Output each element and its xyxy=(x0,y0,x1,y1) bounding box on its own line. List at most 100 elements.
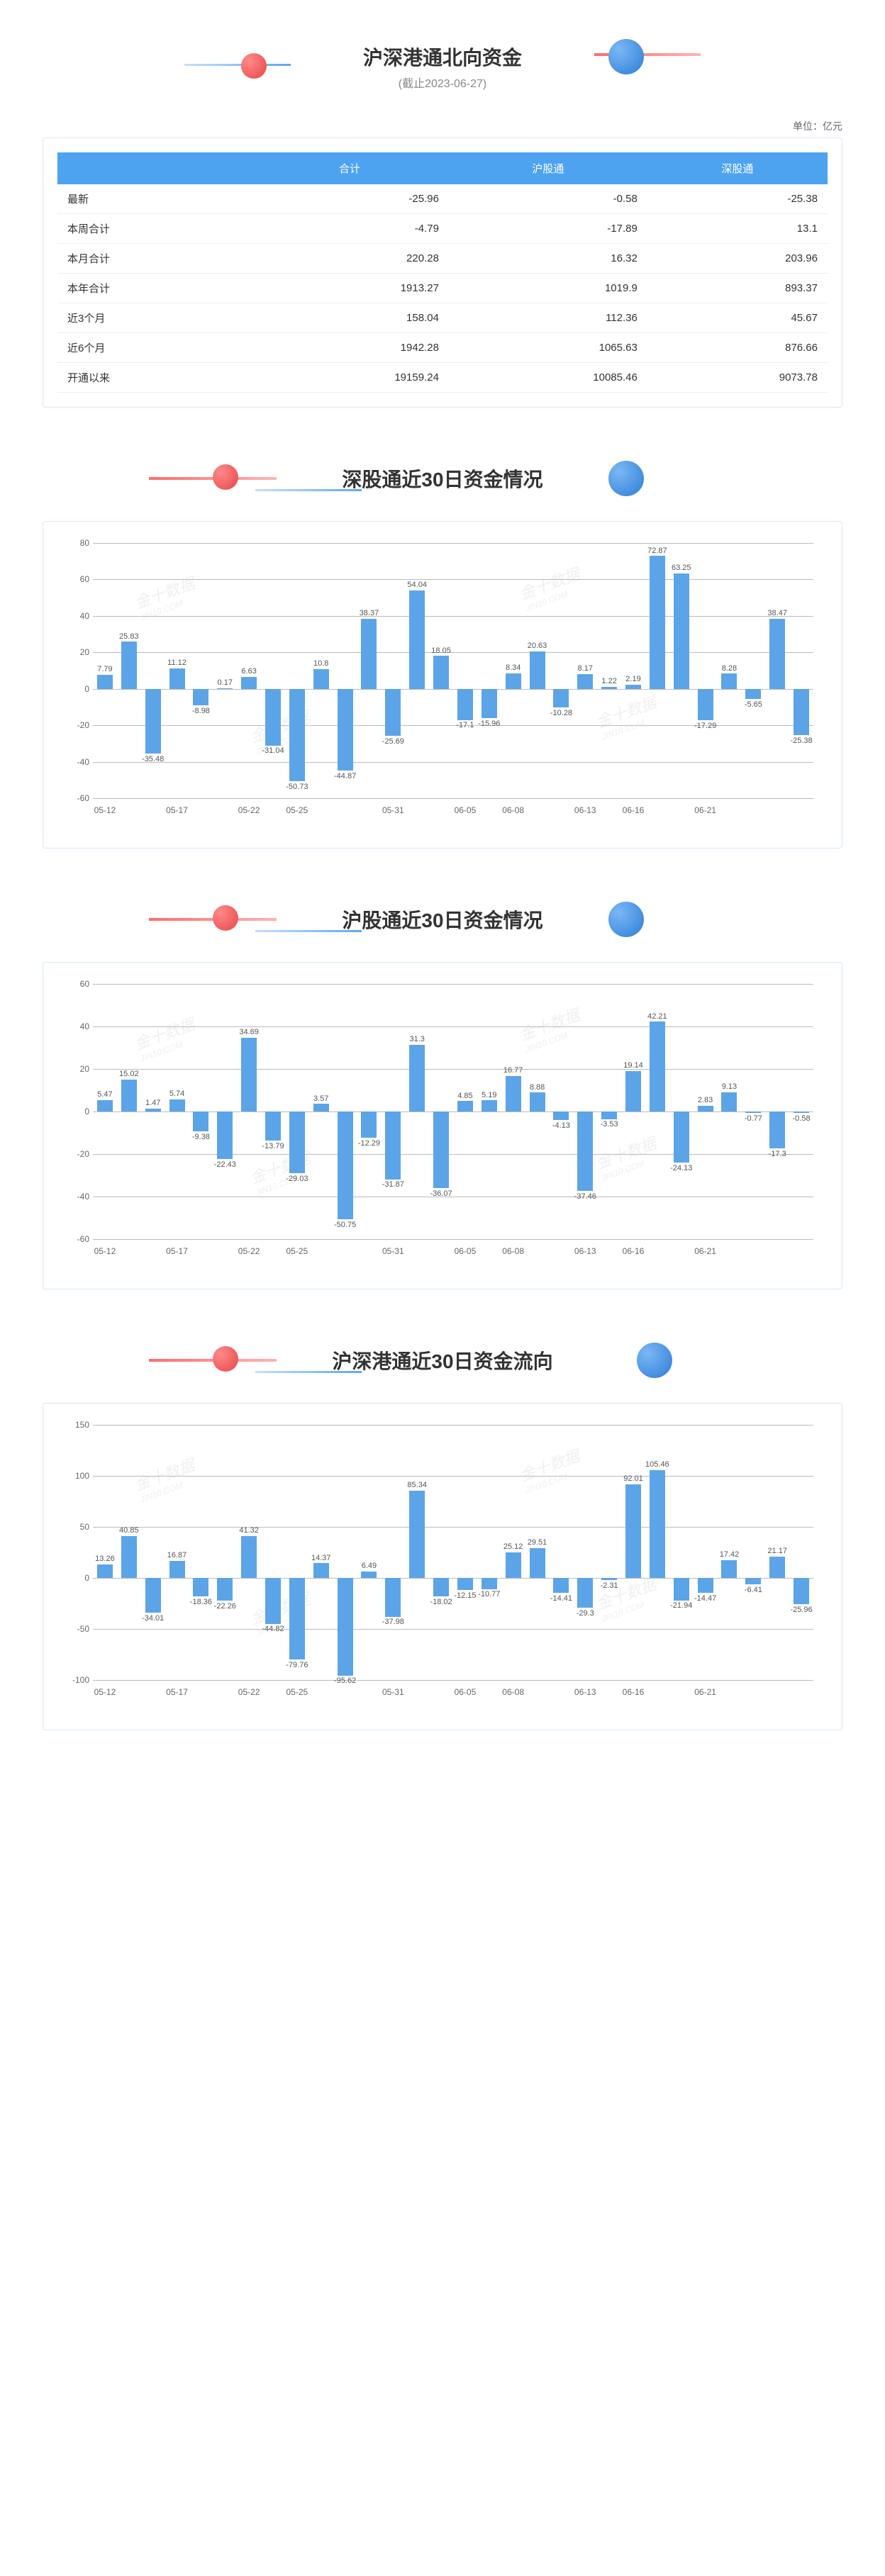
table-cell: 19159.24 xyxy=(250,363,449,393)
bar-value-label: 92.01 xyxy=(623,1474,643,1483)
bar-value-label: 34.69 xyxy=(239,1028,259,1036)
bar-value-label: -0.77 xyxy=(745,1114,762,1123)
bar-value-label: 63.25 xyxy=(672,564,691,572)
table-cell: 1942.28 xyxy=(250,333,449,363)
chart-bar xyxy=(769,1111,785,1148)
chart-bar xyxy=(313,1104,329,1111)
chart-bar xyxy=(601,1578,617,1580)
bar-value-label: 2.19 xyxy=(625,675,640,683)
bar-value-label: -79.76 xyxy=(286,1661,308,1669)
bar-value-label: -25.96 xyxy=(790,1606,812,1614)
bar-value-label: 17.42 xyxy=(720,1550,740,1559)
bar-value-label: 18.05 xyxy=(431,646,451,655)
x-axis-label: 05-25 xyxy=(286,805,308,815)
table-body: 最新-25.96-0.58-25.38本周合计-4.79-17.8913.1本月… xyxy=(57,184,828,393)
table-cell: 近6个月 xyxy=(57,333,250,363)
x-axis-label: 06-05 xyxy=(455,805,477,815)
chart-bar xyxy=(313,669,329,689)
bar-value-label: -14.41 xyxy=(550,1594,572,1603)
table-head: 合计沪股通深股通 xyxy=(57,152,828,184)
chart-bar xyxy=(97,1100,113,1111)
bar-value-label: -35.48 xyxy=(142,755,164,763)
table-cell: 9073.78 xyxy=(647,363,828,393)
x-axis-label: 05-17 xyxy=(166,1687,188,1697)
chart-bar xyxy=(169,1099,185,1111)
chart-bar xyxy=(457,1578,473,1590)
x-axis-label: 06-16 xyxy=(623,1687,645,1697)
chart-bar xyxy=(409,1491,425,1578)
x-axis-label: 05-12 xyxy=(94,1246,116,1256)
x-axis-label: 05-25 xyxy=(286,1246,308,1256)
deco-circle-blue xyxy=(608,39,644,74)
bar-value-label: 16.77 xyxy=(503,1066,523,1075)
chart-bar xyxy=(433,1111,449,1188)
sz-30d-chart: 金十数据JIN10.COM金十数据JIN10.COM金十数据JIN10.COM金… xyxy=(57,536,828,834)
deco-circle-red xyxy=(213,905,238,931)
chart-bar xyxy=(530,1092,545,1111)
chart-bar xyxy=(457,1101,473,1111)
sz-30d-section: 深股通近30日资金情况 金十数据JIN10.COM金十数据JIN10.COM金十… xyxy=(43,450,842,849)
table-cell: 220.28 xyxy=(250,244,449,274)
deco-circle-red xyxy=(213,1346,238,1372)
y-axis-label: 20 xyxy=(61,647,89,657)
bar-value-label: 40.85 xyxy=(119,1526,139,1535)
y-axis-label: -100 xyxy=(61,1675,89,1685)
chart-bar xyxy=(650,1021,665,1111)
bar-value-label: 42.21 xyxy=(647,1012,667,1021)
table-cell: -17.89 xyxy=(449,214,647,244)
bar-value-label: -10.77 xyxy=(478,1590,500,1598)
bar-value-label: 41.32 xyxy=(239,1526,259,1535)
table-header-cell: 沪股通 xyxy=(449,152,647,184)
bar-value-label: -0.58 xyxy=(793,1114,811,1123)
x-axis-label: 06-08 xyxy=(502,805,524,815)
bar-value-label: -50.73 xyxy=(286,783,308,791)
bar-value-label: -5.65 xyxy=(745,700,762,709)
x-axis-label: 06-21 xyxy=(694,805,716,815)
chart-bar xyxy=(409,1045,425,1111)
chart-bar xyxy=(121,1536,137,1578)
bar-value-label: -15.96 xyxy=(478,719,500,728)
table-cell: 112.36 xyxy=(449,303,647,333)
table-row: 本年合计1913.271019.9893.37 xyxy=(57,274,828,303)
chart-bar xyxy=(674,573,689,689)
table-cell: 158.04 xyxy=(250,303,449,333)
chart-bar xyxy=(338,1578,353,1676)
bar-value-label: 8.88 xyxy=(530,1083,545,1092)
bar-value-label: -13.79 xyxy=(262,1142,284,1150)
chart-bar xyxy=(625,685,641,689)
chart-bar xyxy=(674,1111,689,1163)
bars-layer: 5.4715.021.475.74-9.38-22.4334.69-13.79-… xyxy=(93,984,813,1239)
bar-value-label: -4.13 xyxy=(552,1121,570,1130)
chart-bar xyxy=(313,1563,329,1578)
chart-bar xyxy=(769,619,785,689)
chart-bar xyxy=(361,619,377,689)
bar-value-label: 1.47 xyxy=(145,1099,160,1107)
chart-card-combined: 金十数据JIN10.COM金十数据JIN10.COM金十数据JIN10.COM金… xyxy=(43,1403,842,1730)
chart-bar xyxy=(650,1470,665,1578)
chart-bar xyxy=(698,1578,713,1593)
bar-value-label: -29.03 xyxy=(286,1175,308,1183)
chart-bar xyxy=(601,687,617,689)
bar-value-label: -12.15 xyxy=(454,1591,476,1600)
chart-bar xyxy=(482,689,497,718)
bar-value-label: 9.13 xyxy=(722,1082,737,1091)
chart-bar xyxy=(289,1578,305,1659)
bar-value-label: -17.29 xyxy=(694,722,716,730)
chart-bar xyxy=(698,1106,713,1111)
deco-circle-blue xyxy=(608,461,644,496)
chart-bar xyxy=(121,642,137,688)
bar-value-label: -50.75 xyxy=(334,1221,356,1229)
x-axis-label: 05-25 xyxy=(286,1687,308,1697)
chart-bar xyxy=(482,1100,497,1111)
bar-value-label: 5.47 xyxy=(97,1090,112,1099)
section1-header: 沪深港通北向资金 (截止2023-06-27) xyxy=(43,28,842,105)
chart-bar xyxy=(721,673,737,688)
y-axis-label: 20 xyxy=(61,1064,89,1074)
y-axis-label: -40 xyxy=(61,1192,89,1202)
bar-value-label: 7.79 xyxy=(97,665,112,673)
table-cell: -25.38 xyxy=(647,184,828,214)
chart-card-sz: 金十数据JIN10.COM金十数据JIN10.COM金十数据JIN10.COM金… xyxy=(43,521,842,849)
chart-bar xyxy=(650,556,665,688)
bar-value-label: -9.38 xyxy=(192,1133,210,1141)
x-axis-label: 06-13 xyxy=(574,1687,596,1697)
